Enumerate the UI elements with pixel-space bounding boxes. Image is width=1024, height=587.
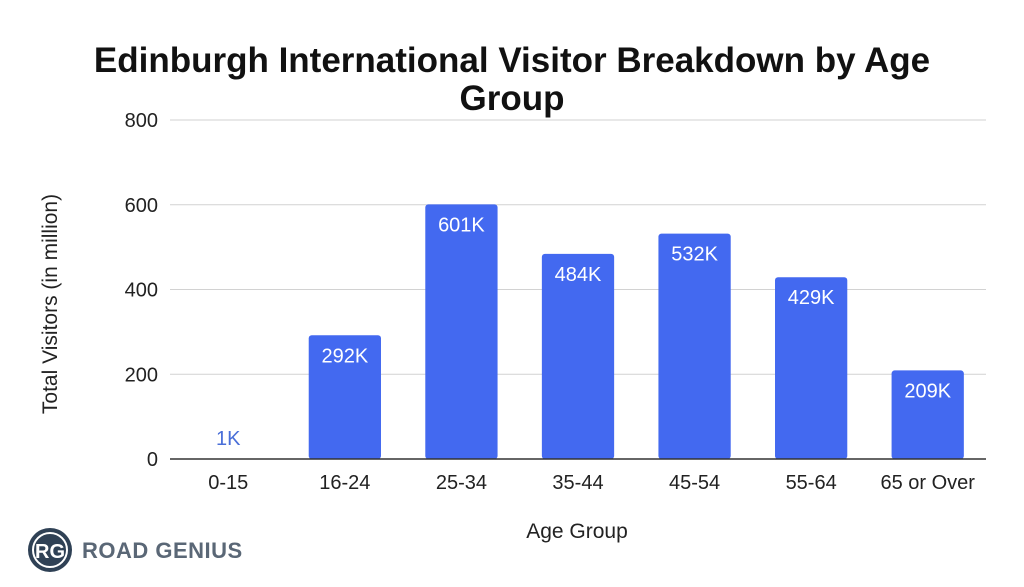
road-genius-logo: RG ROAD GENIUS [28, 528, 243, 572]
chart-title-line-1: Edinburgh International Visitor Breakdow… [94, 41, 930, 80]
x-tick-label: 0-15 [208, 472, 248, 494]
data-label: 532K [671, 244, 718, 266]
x-tick-label: 35-44 [552, 472, 603, 494]
x-tick-label: 45-54 [669, 472, 720, 494]
x-tick-label: 16-24 [319, 472, 370, 494]
x-axis-ticks: 0-15 16-24 25-34 35-44 45-54 55-64 65 or Over [208, 472, 975, 494]
y-axis-ticks: 0 200 400 600 800 [125, 110, 158, 471]
data-label: 484K [555, 264, 602, 286]
y-axis-label: Total Visitors (in million) [39, 194, 62, 414]
logo-text: ROAD GENIUS [82, 538, 243, 563]
data-label: 209K [904, 380, 951, 402]
x-tick-label: 55-64 [786, 472, 837, 494]
bar-45-54 [658, 234, 730, 459]
logo-mark: RG [35, 541, 65, 563]
data-label: 429K [788, 287, 835, 309]
bar-25-34 [425, 204, 497, 459]
y-tick-label: 0 [147, 449, 158, 471]
data-label: 292K [321, 345, 368, 367]
y-tick-label: 800 [125, 110, 158, 132]
y-tick-label: 600 [125, 195, 158, 217]
y-tick-label: 200 [125, 364, 158, 386]
x-axis-label: Age Group [526, 520, 628, 543]
x-tick-label: 65 or Over [880, 472, 975, 494]
chart-title-line-2: Group [460, 79, 565, 118]
data-label: 601K [438, 214, 485, 236]
data-label: 1K [216, 428, 241, 450]
y-tick-label: 400 [125, 280, 158, 302]
x-tick-label: 25-34 [436, 472, 487, 494]
bars [192, 204, 964, 459]
